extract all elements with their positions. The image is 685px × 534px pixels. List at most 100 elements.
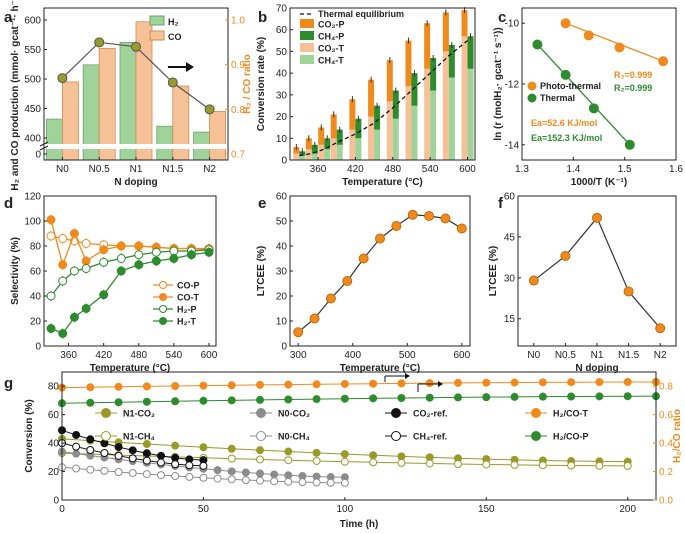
data-point (142, 397, 151, 406)
x-tick-label: 1.4 (566, 164, 580, 175)
bar-ch4-t (311, 153, 318, 160)
data-point (171, 397, 180, 406)
x-tick-label: 50 (198, 504, 210, 515)
x-tick-label: 540 (166, 350, 183, 361)
x-tick-label: 540 (422, 164, 439, 175)
data-point (397, 394, 406, 403)
y-tick-label: 20 (30, 317, 42, 328)
data-point (623, 461, 632, 470)
data-point (69, 312, 79, 322)
arrow-head (405, 373, 410, 379)
arrow-head (438, 381, 443, 387)
y2-tick-label: 0.9 (231, 60, 245, 71)
data-point (99, 257, 109, 267)
data-point (99, 245, 109, 255)
data-point (86, 445, 95, 454)
y-tick-label: 80 (30, 242, 42, 253)
x-tick-label: N1 (591, 350, 604, 361)
y-axis-title: LTCEE (%) (256, 246, 267, 296)
y2-tick-label: 0.4 (659, 439, 673, 450)
data-point (256, 476, 264, 485)
bar-co2-t (349, 129, 356, 160)
y-tick-label: 0 (35, 342, 41, 353)
x-tick-label: 1.3 (515, 164, 529, 175)
data-point (204, 247, 214, 257)
data-point (116, 254, 126, 263)
plot-frame (61, 371, 657, 501)
y-tick-label: 80 (48, 382, 60, 393)
bar-ch4-p (311, 144, 318, 154)
x-tick-label: 600 (201, 350, 218, 361)
data-point (58, 234, 68, 243)
panel-label-f: f (498, 195, 504, 212)
data-point (171, 460, 180, 469)
y-tick-label: 40 (30, 292, 42, 303)
legend-label: Thermal (540, 93, 575, 103)
x-tick-label: 420 (95, 350, 112, 361)
x-tick-label: N0 (527, 350, 540, 361)
data-point (340, 450, 349, 459)
x-tick-label: 150 (478, 504, 495, 515)
panel-b: b 0 10 20 30 40 50 60 70 360 420 480 540 600 Temperatu… (256, 4, 476, 189)
legend-label: CO-P (177, 281, 200, 291)
series-line (61, 381, 657, 389)
y-tick-label: 60 (276, 192, 288, 203)
data-point (81, 304, 91, 313)
bar-h2 (46, 118, 63, 161)
y-tick-label: 30 (504, 273, 516, 284)
data-point (532, 39, 543, 50)
data-point (46, 324, 56, 333)
y2-tick-label: 1.0 (231, 16, 245, 27)
data-point (340, 478, 349, 487)
data-point (312, 448, 321, 457)
data-point (72, 430, 81, 439)
legend-swatch (531, 408, 541, 418)
y2-tick-label: 0.7 (231, 150, 245, 161)
legend-label: N0-CO₂ (278, 409, 310, 419)
data-point (312, 380, 321, 389)
x-tick-label: 480 (130, 350, 147, 361)
panel-label-a: a (4, 9, 13, 26)
data-point (199, 396, 208, 405)
x-tick-label: 200 (619, 504, 636, 515)
data-point (369, 451, 378, 460)
bar-co2-p (424, 23, 431, 69)
data-point (171, 441, 180, 450)
data-point (623, 392, 632, 401)
data-point (391, 221, 402, 231)
x-tick-label: N0.5 (555, 350, 577, 361)
x-tick-label: 1.5 (618, 164, 632, 175)
data-point (100, 449, 109, 458)
y-tick-label: 0 (35, 150, 41, 161)
data-point (58, 276, 68, 286)
data-point (284, 477, 293, 486)
bar-ch4-t (324, 149, 331, 160)
data-point (142, 470, 151, 479)
bar-co2-t (330, 138, 337, 160)
y-tick-label: 50 (276, 47, 288, 58)
legend-swatch (391, 408, 401, 418)
y-tick-label: 30 (276, 90, 288, 101)
data-point (72, 464, 81, 473)
data-point (134, 241, 144, 251)
axis-break-gap (42, 144, 230, 149)
data-point (58, 260, 68, 270)
bar-ch4-t (392, 118, 399, 160)
bar-co2-p (330, 114, 337, 139)
data-point (114, 382, 123, 391)
data-point (510, 378, 519, 387)
legend-label-co: CO (168, 32, 182, 42)
data-point (482, 460, 491, 469)
y-tick-label: 10 (276, 134, 288, 145)
data-point (157, 458, 165, 467)
y-tick-label: 60 (30, 267, 42, 278)
plot-frame (289, 7, 476, 161)
data-point (538, 378, 547, 387)
y-axis-title: Conversion rate (%) (256, 37, 267, 131)
panel-c: c-10 -12 -14 1.3 1.4 1.5 1.6 1000/T (K⁻¹) ln (r … (493, 7, 683, 188)
data-point (369, 379, 378, 388)
data-point (46, 215, 56, 225)
data-point (256, 380, 264, 389)
data-point (128, 469, 137, 478)
